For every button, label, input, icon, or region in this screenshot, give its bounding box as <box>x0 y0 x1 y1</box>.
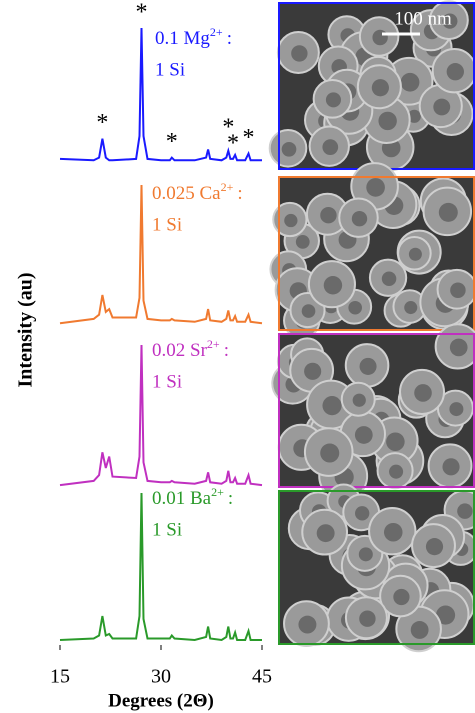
particle-core <box>323 276 343 295</box>
particle-core <box>298 615 317 634</box>
series-label: 0.01 Ba2+: <box>152 485 233 510</box>
series-charge: 2+ <box>210 25 223 39</box>
x-tick-label: 15 <box>50 666 70 688</box>
series-ratio: 1 Si <box>152 519 182 540</box>
x-axis-label: Degrees (2Θ) <box>108 690 214 711</box>
particle-core <box>449 338 468 357</box>
particle-core <box>359 610 376 627</box>
particle-core <box>414 384 432 402</box>
particle-core <box>301 304 316 318</box>
series-label: 0.02 Sr2+: <box>152 337 229 362</box>
particle-core <box>320 207 337 224</box>
series-ratio: 1 Si <box>152 371 182 392</box>
particle-core <box>304 362 322 380</box>
series-ratio: 1 Si <box>152 214 182 235</box>
series-sep: : <box>228 488 233 509</box>
particle-core <box>378 111 397 131</box>
series-ratio: 1 Si <box>155 59 185 80</box>
x-tick-label: 45 <box>252 666 272 688</box>
peak-marker: * <box>96 110 108 136</box>
particle-core <box>400 72 420 92</box>
peak-marker: * <box>227 130 239 156</box>
series-name: 0.02 Sr <box>152 340 208 361</box>
particle-core <box>449 402 464 417</box>
scale-bar-label: 100 nm <box>394 8 452 29</box>
particle-core <box>351 210 368 227</box>
peak-marker: * <box>135 0 147 26</box>
particle-core <box>404 301 418 315</box>
particle-core <box>322 396 342 416</box>
series-sep: : <box>237 183 242 204</box>
particle-core <box>359 357 377 375</box>
particle-core <box>408 247 422 261</box>
particle-core <box>371 79 389 97</box>
particle-core <box>446 63 464 81</box>
particle-core <box>291 45 308 62</box>
series-charge: 2+ <box>221 180 234 194</box>
particle-core <box>366 178 385 197</box>
y-axis-label: Intensity (au) <box>15 272 37 387</box>
series-name: 0.1 Mg <box>155 28 210 49</box>
particle-core <box>383 522 403 542</box>
series-label: 0.1 Mg2+: <box>155 25 232 50</box>
xrd-trace <box>59 492 262 642</box>
particle-core <box>381 271 397 286</box>
sem-frame <box>278 176 475 331</box>
particle-core <box>352 393 366 407</box>
xrd-trace <box>59 344 263 487</box>
particle-core <box>450 282 466 299</box>
particle-core <box>438 202 458 222</box>
particle-core <box>386 432 405 452</box>
series-sep: : <box>227 28 232 49</box>
particle-core <box>425 538 444 556</box>
particle-core <box>325 92 341 108</box>
x-tick-label: 30 <box>151 666 171 688</box>
particle-core <box>320 443 340 463</box>
peak-marker: * <box>166 129 178 155</box>
particle-core <box>284 213 298 228</box>
particle-core <box>435 605 456 625</box>
particle-core <box>407 109 421 123</box>
particle-core <box>355 506 370 521</box>
sem-frame <box>278 490 475 645</box>
particle-core <box>322 139 339 156</box>
series-name: 0.025 Ca <box>152 183 221 204</box>
particle-core <box>433 98 451 116</box>
particle-core <box>410 621 429 639</box>
sem-frame <box>278 333 475 488</box>
particle-core <box>389 464 404 479</box>
series-sep: : <box>224 340 229 361</box>
particle-core <box>393 588 410 606</box>
particle-core <box>348 300 362 315</box>
peak-marker: * <box>222 114 234 140</box>
peak-marker: * <box>243 125 255 151</box>
series-label: 0.025 Ca2+: <box>152 180 243 205</box>
particle-core <box>354 426 373 444</box>
particle-core <box>457 503 473 519</box>
series-name: 0.01 Ba <box>152 488 212 509</box>
particle-core <box>442 458 460 476</box>
xrd-trace <box>59 27 262 162</box>
particle-core <box>442 13 458 29</box>
series-charge: 2+ <box>207 337 220 351</box>
particle-core <box>281 141 297 157</box>
particle-core <box>295 235 310 249</box>
particle-core <box>372 29 388 46</box>
particle-core <box>358 547 373 562</box>
series-charge: 2+ <box>211 485 224 499</box>
xrd-trace <box>59 184 263 325</box>
particle-core <box>316 524 335 543</box>
